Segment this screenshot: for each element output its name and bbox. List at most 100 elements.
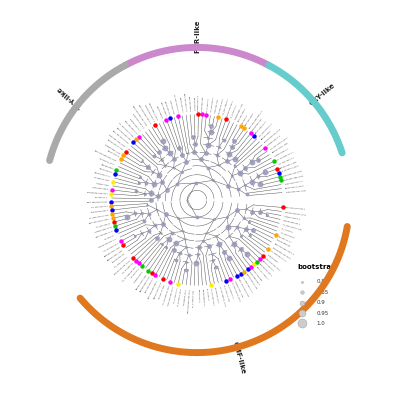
Text: Seita6152120.1: Seita6152120.1 <box>134 270 144 284</box>
Text: LOC_Cs2306172.1: LOC_Cs2306172.1 <box>91 206 108 208</box>
Text: Sobic6546780: Sobic6546780 <box>99 168 113 174</box>
Text: GRMZM6327668.T001: GRMZM6327668.T001 <box>87 192 108 194</box>
Text: Zm00001d3830055.T001: Zm00001d3830055.T001 <box>188 288 190 313</box>
Text: 0.95: 0.95 <box>316 310 329 316</box>
Text: LOC_Os1598867_T001: LOC_Os1598867_T001 <box>218 286 225 308</box>
Text: Sobic7459841.1.1: Sobic7459841.1.1 <box>256 120 268 134</box>
Text: GRMZM2356056.1: GRMZM2356056.1 <box>283 220 301 225</box>
Text: GRMZM8213335.1.1: GRMZM8213335.1.1 <box>144 104 154 122</box>
Text: AT9265976_T001: AT9265976_T001 <box>218 98 224 114</box>
Text: Sobic3213248.1: Sobic3213248.1 <box>178 97 182 113</box>
Text: Seita7403546: Seita7403546 <box>267 254 279 263</box>
Text: OsJ_4881713.1: OsJ_4881713.1 <box>230 104 238 118</box>
Text: LOC_Cs9973310: LOC_Cs9973310 <box>210 96 214 112</box>
Text: AT2556949_T001: AT2556949_T001 <box>214 287 219 304</box>
Text: Sobic.03317433_T001: Sobic.03317433_T001 <box>89 218 110 224</box>
Text: Sobic.05900589: Sobic.05900589 <box>238 108 247 122</box>
Text: 0.85: 0.85 <box>316 290 329 295</box>
Text: 0.9: 0.9 <box>316 300 325 305</box>
Text: Sobic7074642.1: Sobic7074642.1 <box>262 260 274 272</box>
Text: GRMZM6858530: GRMZM6858530 <box>276 240 291 248</box>
Text: Bradi4607055_T001: Bradi4607055_T001 <box>107 249 124 261</box>
Text: Sobic.07777695.1: Sobic.07777695.1 <box>256 266 268 280</box>
Text: Seita.04820235.1: Seita.04820235.1 <box>249 271 260 286</box>
Text: LOC_Cs8526737.1.1: LOC_Cs8526737.1.1 <box>269 250 286 262</box>
Text: LOC_Cs8561033.1: LOC_Cs8561033.1 <box>114 256 129 268</box>
Text: TFY-like: TFY-like <box>56 85 84 109</box>
Text: Zm00001d8086889.1: Zm00001d8086889.1 <box>148 280 158 299</box>
Text: AT6294321: AT6294321 <box>242 114 249 124</box>
Text: Sobic.04636309.1.1: Sobic.04636309.1.1 <box>95 230 114 238</box>
Text: LOC_Cs1361361.T001: LOC_Cs1361361.T001 <box>118 122 134 138</box>
Text: LOC_Os2418504.1.1: LOC_Os2418504.1.1 <box>276 150 294 161</box>
Text: Sobic9195743.1: Sobic9195743.1 <box>164 100 170 116</box>
Text: GRMZM5871339.1: GRMZM5871339.1 <box>91 210 109 213</box>
Text: Seita.02651798.1: Seita.02651798.1 <box>92 187 109 190</box>
Text: AT5034210.1.1: AT5034210.1.1 <box>278 236 292 243</box>
Text: Bradi6831535.T001: Bradi6831535.T001 <box>140 275 151 292</box>
Text: Sobic8379826_T001: Sobic8379826_T001 <box>148 102 158 121</box>
Text: LOC_Cs9465348: LOC_Cs9465348 <box>96 222 112 228</box>
Text: GRMZM6294755_T001: GRMZM6294755_T001 <box>114 259 132 275</box>
Text: OsJ_8354027_T001: OsJ_8354027_T001 <box>281 165 299 172</box>
Text: GRMZM4706297: GRMZM4706297 <box>112 252 126 263</box>
Text: OsJ_1132145.T001: OsJ_1132145.T001 <box>223 285 229 303</box>
Text: AT2164027: AT2164027 <box>105 234 115 240</box>
Text: AT9821842_T001: AT9821842_T001 <box>99 158 116 166</box>
Text: Seita.05725794.T001: Seita.05725794.T001 <box>264 257 281 271</box>
Text: LOC_Os9284112: LOC_Os9284112 <box>122 262 134 274</box>
Text: LOC_Os9655940.T001: LOC_Os9655940.T001 <box>162 284 170 305</box>
Text: GRMZM4814232: GRMZM4814232 <box>252 118 263 131</box>
Text: OsJ_7355482.1.1: OsJ_7355482.1.1 <box>227 283 234 299</box>
Text: Sobic8660179.T001: Sobic8660179.T001 <box>107 139 124 151</box>
Text: LOC_Cs6202154.T001: LOC_Cs6202154.T001 <box>88 214 110 219</box>
Text: Sobic.09184927: Sobic.09184927 <box>160 102 166 117</box>
Text: Seita.08275146: Seita.08275146 <box>169 100 174 114</box>
Text: Sobic9959179.T001: Sobic9959179.T001 <box>245 274 257 290</box>
Text: LOC_Os6087655.1: LOC_Os6087655.1 <box>210 288 215 306</box>
Text: bootstrap: bootstrap <box>297 264 336 270</box>
Text: OsJ_7797970: OsJ_7797970 <box>281 228 294 233</box>
Text: LOC_Cs5789770.1: LOC_Cs5789770.1 <box>278 156 295 165</box>
Text: Bradi5314325: Bradi5314325 <box>262 130 272 140</box>
Text: Zm00001d2023564: Zm00001d2023564 <box>116 127 132 141</box>
Text: Zm00001d1515087_T001: Zm00001d1515087_T001 <box>132 106 147 127</box>
Text: CRY-like: CRY-like <box>309 82 336 107</box>
Text: LOC_Os1840683.1: LOC_Os1840683.1 <box>103 242 119 252</box>
Text: AT7386203.T001: AT7386203.T001 <box>94 177 110 182</box>
Text: Seita.08532068: Seita.08532068 <box>202 96 204 112</box>
Text: Sobic1048868: Sobic1048868 <box>156 106 162 119</box>
Text: Zm00001d8654802.1.1: Zm00001d8654802.1.1 <box>249 109 264 129</box>
Text: Sobic.08378196.1.1: Sobic.08378196.1.1 <box>123 120 138 135</box>
Text: LOC_Cs2151294_T001: LOC_Cs2151294_T001 <box>269 136 288 150</box>
Text: Seita5088861_T001: Seita5088861_T001 <box>234 102 244 120</box>
Text: Sobic.02077052.T001: Sobic.02077052.T001 <box>238 278 249 297</box>
Text: Zm00001d1899823_T001: Zm00001d1899823_T001 <box>94 150 117 162</box>
Text: OsJ_5532695_T001: OsJ_5532695_T001 <box>178 287 182 306</box>
Text: Seita5976937.1.1: Seita5976937.1.1 <box>267 135 281 146</box>
Text: Sobic2972221.1.1: Sobic2972221.1.1 <box>94 172 112 178</box>
Text: 0.8: 0.8 <box>316 279 325 284</box>
Text: CMF-like: CMF-like <box>232 341 247 375</box>
Text: Sobic.09073299.1.1: Sobic.09073299.1.1 <box>183 92 186 112</box>
Text: LOC_Cs3957334: LOC_Cs3957334 <box>279 232 295 239</box>
Text: Seita.02053931_T001: Seita.02053931_T001 <box>285 190 307 193</box>
Text: Seita3154791_T001: Seita3154791_T001 <box>234 280 244 298</box>
Text: Seita.07188984: Seita.07188984 <box>252 269 263 282</box>
Text: AT6634111.T001: AT6634111.T001 <box>159 283 166 299</box>
Text: GRMZM9622106.T001: GRMZM9622106.T001 <box>272 247 291 259</box>
Text: AT3418880_T001: AT3418880_T001 <box>183 288 187 305</box>
Text: Sobic.06549794.1: Sobic.06549794.1 <box>145 278 154 293</box>
Text: Sobic.08854222.T001: Sobic.08854222.T001 <box>87 202 108 203</box>
Text: OsJ_1500111: OsJ_1500111 <box>206 288 209 301</box>
Text: Seita.04767474.1.1: Seita.04767474.1.1 <box>284 180 303 184</box>
Text: OsJ_2154411.1.1: OsJ_2154411.1.1 <box>173 286 178 303</box>
Text: Sobic.06609833: Sobic.06609833 <box>188 96 190 112</box>
Text: OsJ_7160460.1: OsJ_7160460.1 <box>206 97 209 112</box>
Text: Seita.09713764.1.1: Seita.09713764.1.1 <box>132 114 144 130</box>
Text: Sobic6991161: Sobic6991161 <box>193 97 195 111</box>
Text: Bradi3434814_T001: Bradi3434814_T001 <box>279 160 298 168</box>
Text: Sobic2737373: Sobic2737373 <box>106 150 119 158</box>
Text: LOC_Cs5317462.T001: LOC_Cs5317462.T001 <box>282 224 303 231</box>
Text: GRMZM5126932.1: GRMZM5126932.1 <box>227 99 234 117</box>
